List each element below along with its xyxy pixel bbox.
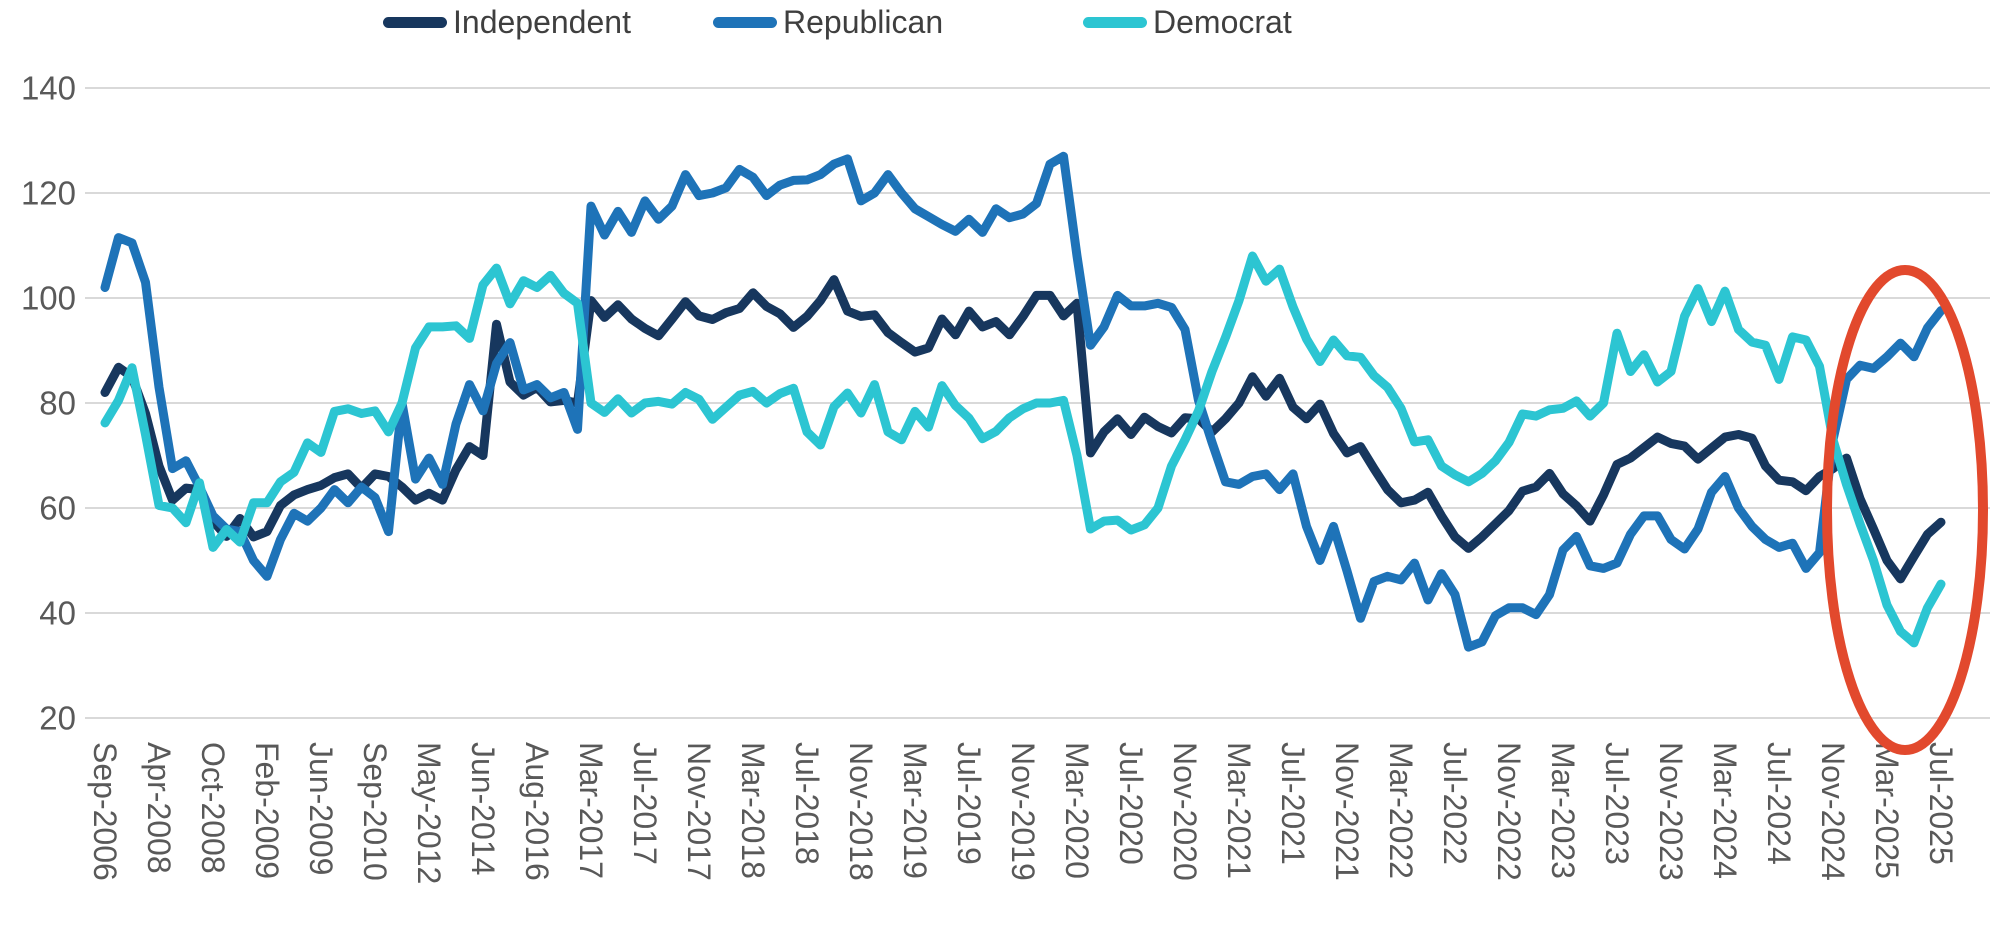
independent-line-swatch bbox=[383, 16, 447, 28]
x-axis-tick-label-Mar-2017: Mar-2017 bbox=[573, 742, 609, 879]
x-axis-tick-label-Jul-2018: Jul-2018 bbox=[789, 742, 825, 865]
y-axis-tick-label-40: 40 bbox=[39, 595, 76, 632]
x-axis-tick-label-Jul-2023: Jul-2023 bbox=[1599, 742, 1635, 865]
x-axis-tick-label-Mar-2025: Mar-2025 bbox=[1869, 742, 1905, 879]
x-axis-tick-label-Apr-2008: Apr-2008 bbox=[141, 742, 177, 874]
legend-label-independent: Independent bbox=[453, 4, 631, 40]
x-axis-tick-label-Jul-2025: Jul-2025 bbox=[1923, 742, 1959, 865]
x-axis-tick-label-Mar-2018: Mar-2018 bbox=[735, 742, 771, 879]
series-line-republican bbox=[100, 151, 1946, 652]
x-axis-tick-label-Nov-2024: Nov-2024 bbox=[1815, 742, 1851, 881]
republican-line-swatch bbox=[713, 16, 777, 28]
x-axis-tick-label-Oct-2008: Oct-2008 bbox=[195, 742, 231, 874]
y-axis-tick-label-100: 100 bbox=[21, 280, 76, 317]
y-axis-tick-label-20: 20 bbox=[39, 700, 76, 737]
democrat-line-swatch bbox=[1083, 16, 1147, 28]
legend-label-republican: Republican bbox=[783, 4, 944, 40]
x-axis-tick-label-Nov-2017: Nov-2017 bbox=[681, 742, 717, 881]
x-axis-tick-label-Nov-2018: Nov-2018 bbox=[843, 742, 879, 881]
x-axis-tick-label-Mar-2020: Mar-2020 bbox=[1059, 742, 1095, 879]
legend-item-republican: Republican bbox=[713, 2, 943, 42]
y-axis-tick-label-120: 120 bbox=[21, 175, 76, 212]
x-axis-tick-label-Nov-2021: Nov-2021 bbox=[1329, 742, 1365, 881]
legend-item-independent: Independent bbox=[383, 2, 631, 42]
x-axis-tick-label-Mar-2024: Mar-2024 bbox=[1707, 742, 1743, 879]
y-axis-tick-label-60: 60 bbox=[39, 490, 76, 527]
x-axis-tick-label-Feb-2009: Feb-2009 bbox=[249, 742, 285, 879]
x-axis-tick-label-Jul-2021: Jul-2021 bbox=[1275, 742, 1311, 865]
y-axis-tick-label-140: 140 bbox=[21, 70, 76, 107]
x-axis-tick-label-Nov-2019: Nov-2019 bbox=[1005, 742, 1041, 881]
x-axis-tick-label-Nov-2020: Nov-2020 bbox=[1167, 742, 1203, 881]
x-axis-tick-label-Jul-2017: Jul-2017 bbox=[627, 742, 663, 865]
x-axis-tick-label-Jul-2022: Jul-2022 bbox=[1437, 742, 1473, 865]
y-axis-tick-label-80: 80 bbox=[39, 385, 76, 422]
x-axis-tick-label-Sep-2006: Sep-2006 bbox=[87, 742, 123, 881]
x-axis-tick-label-May-2012: May-2012 bbox=[411, 742, 447, 884]
x-axis-tick-label-Mar-2019: Mar-2019 bbox=[897, 742, 933, 879]
x-axis-tick-label-Mar-2023: Mar-2023 bbox=[1545, 742, 1581, 879]
x-axis-tick-label-Jul-2019: Jul-2019 bbox=[951, 742, 987, 865]
x-axis-tick-label-Jul-2020: Jul-2020 bbox=[1113, 742, 1149, 865]
series-line-independent bbox=[100, 275, 1946, 584]
chart-legend: Independent Republican Democrat bbox=[0, 0, 2000, 44]
x-axis-tick-label-Nov-2023: Nov-2023 bbox=[1653, 742, 1689, 881]
x-axis-tick-label-Jun-2009: Jun-2009 bbox=[303, 742, 339, 875]
x-axis-tick-label-Nov-2022: Nov-2022 bbox=[1491, 742, 1527, 881]
x-axis-tick-label-Mar-2022: Mar-2022 bbox=[1383, 742, 1419, 879]
x-axis-tick-label-Sep-2010: Sep-2010 bbox=[357, 742, 393, 881]
x-axis-tick-label-Jun-2014: Jun-2014 bbox=[465, 742, 501, 875]
legend-label-democrat: Democrat bbox=[1153, 4, 1292, 40]
series-line-democrat bbox=[100, 251, 1946, 648]
x-axis-tick-label-Jul-2024: Jul-2024 bbox=[1761, 742, 1797, 865]
legend-item-democrat: Democrat bbox=[1083, 2, 1292, 42]
x-axis-tick-label-Mar-2021: Mar-2021 bbox=[1221, 742, 1257, 879]
x-axis-tick-label-Aug-2016: Aug-2016 bbox=[519, 742, 555, 881]
highlight-ellipse-annotation bbox=[1822, 265, 1988, 755]
